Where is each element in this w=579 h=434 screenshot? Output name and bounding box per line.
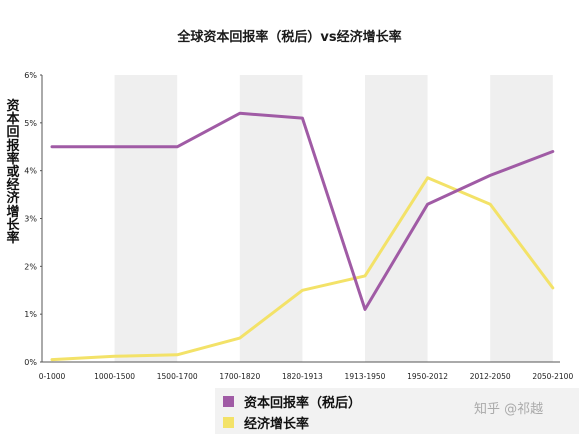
legend: 资本回报率（税后） 经济增长率 [215,388,579,434]
series-line-0 [50,111,555,311]
legend-swatch-capital-return [223,395,234,407]
band-5 [365,75,428,362]
y-tick-labels: 0% 1% 2% 3% 4% 5% 6% [24,71,42,367]
x-tick-label: 0-1000 [39,372,66,381]
x-tick-label: 1000-1500 [94,372,135,381]
y-tick-label: 0% [24,358,37,367]
x-tick-label: 2012-2050 [470,372,511,381]
legend-item-economic-growth: 经济增长率 [223,413,310,432]
legend-item-capital-return: 资本回报率（税后） [223,392,362,411]
x-tick-label: 1820-1913 [282,372,323,381]
x-tick-label: 2050-2100 [532,372,573,381]
y-tick-label: 6% [24,71,37,80]
band-1 [114,75,178,362]
y-tick-label: 1% [24,310,37,319]
background-bands [114,75,553,362]
x-tick-label: 1700-1820 [219,372,260,381]
y-tick-label: 5% [24,119,37,128]
y-tick-label: 4% [24,167,37,176]
legend-label-capital-return: 资本回报率（税后） [244,395,362,411]
x-tick-label: 1950-2012 [407,372,448,381]
series-lines [50,111,555,362]
series-line-1 [50,176,555,362]
legend-label-economic-growth: 经济增长率 [244,416,310,432]
x-tick-label: 1913-1950 [345,372,386,381]
y-tick-label: 3% [24,215,37,224]
legend-swatch-economic-growth [223,416,234,428]
y-axis-title: 资本回报率或经济增长率 [6,99,20,247]
chart-title: 全球资本回报率（税后）vs经济增长率 [177,30,402,45]
watermark: 知乎 @祁越 [474,402,544,417]
x-tick-label: 1500-1700 [157,372,198,381]
y-tick-label: 2% [24,262,37,271]
x-tick-labels: 0-1000 1000-1500 1500-1700 1700-1820 1820-19… [39,372,574,381]
